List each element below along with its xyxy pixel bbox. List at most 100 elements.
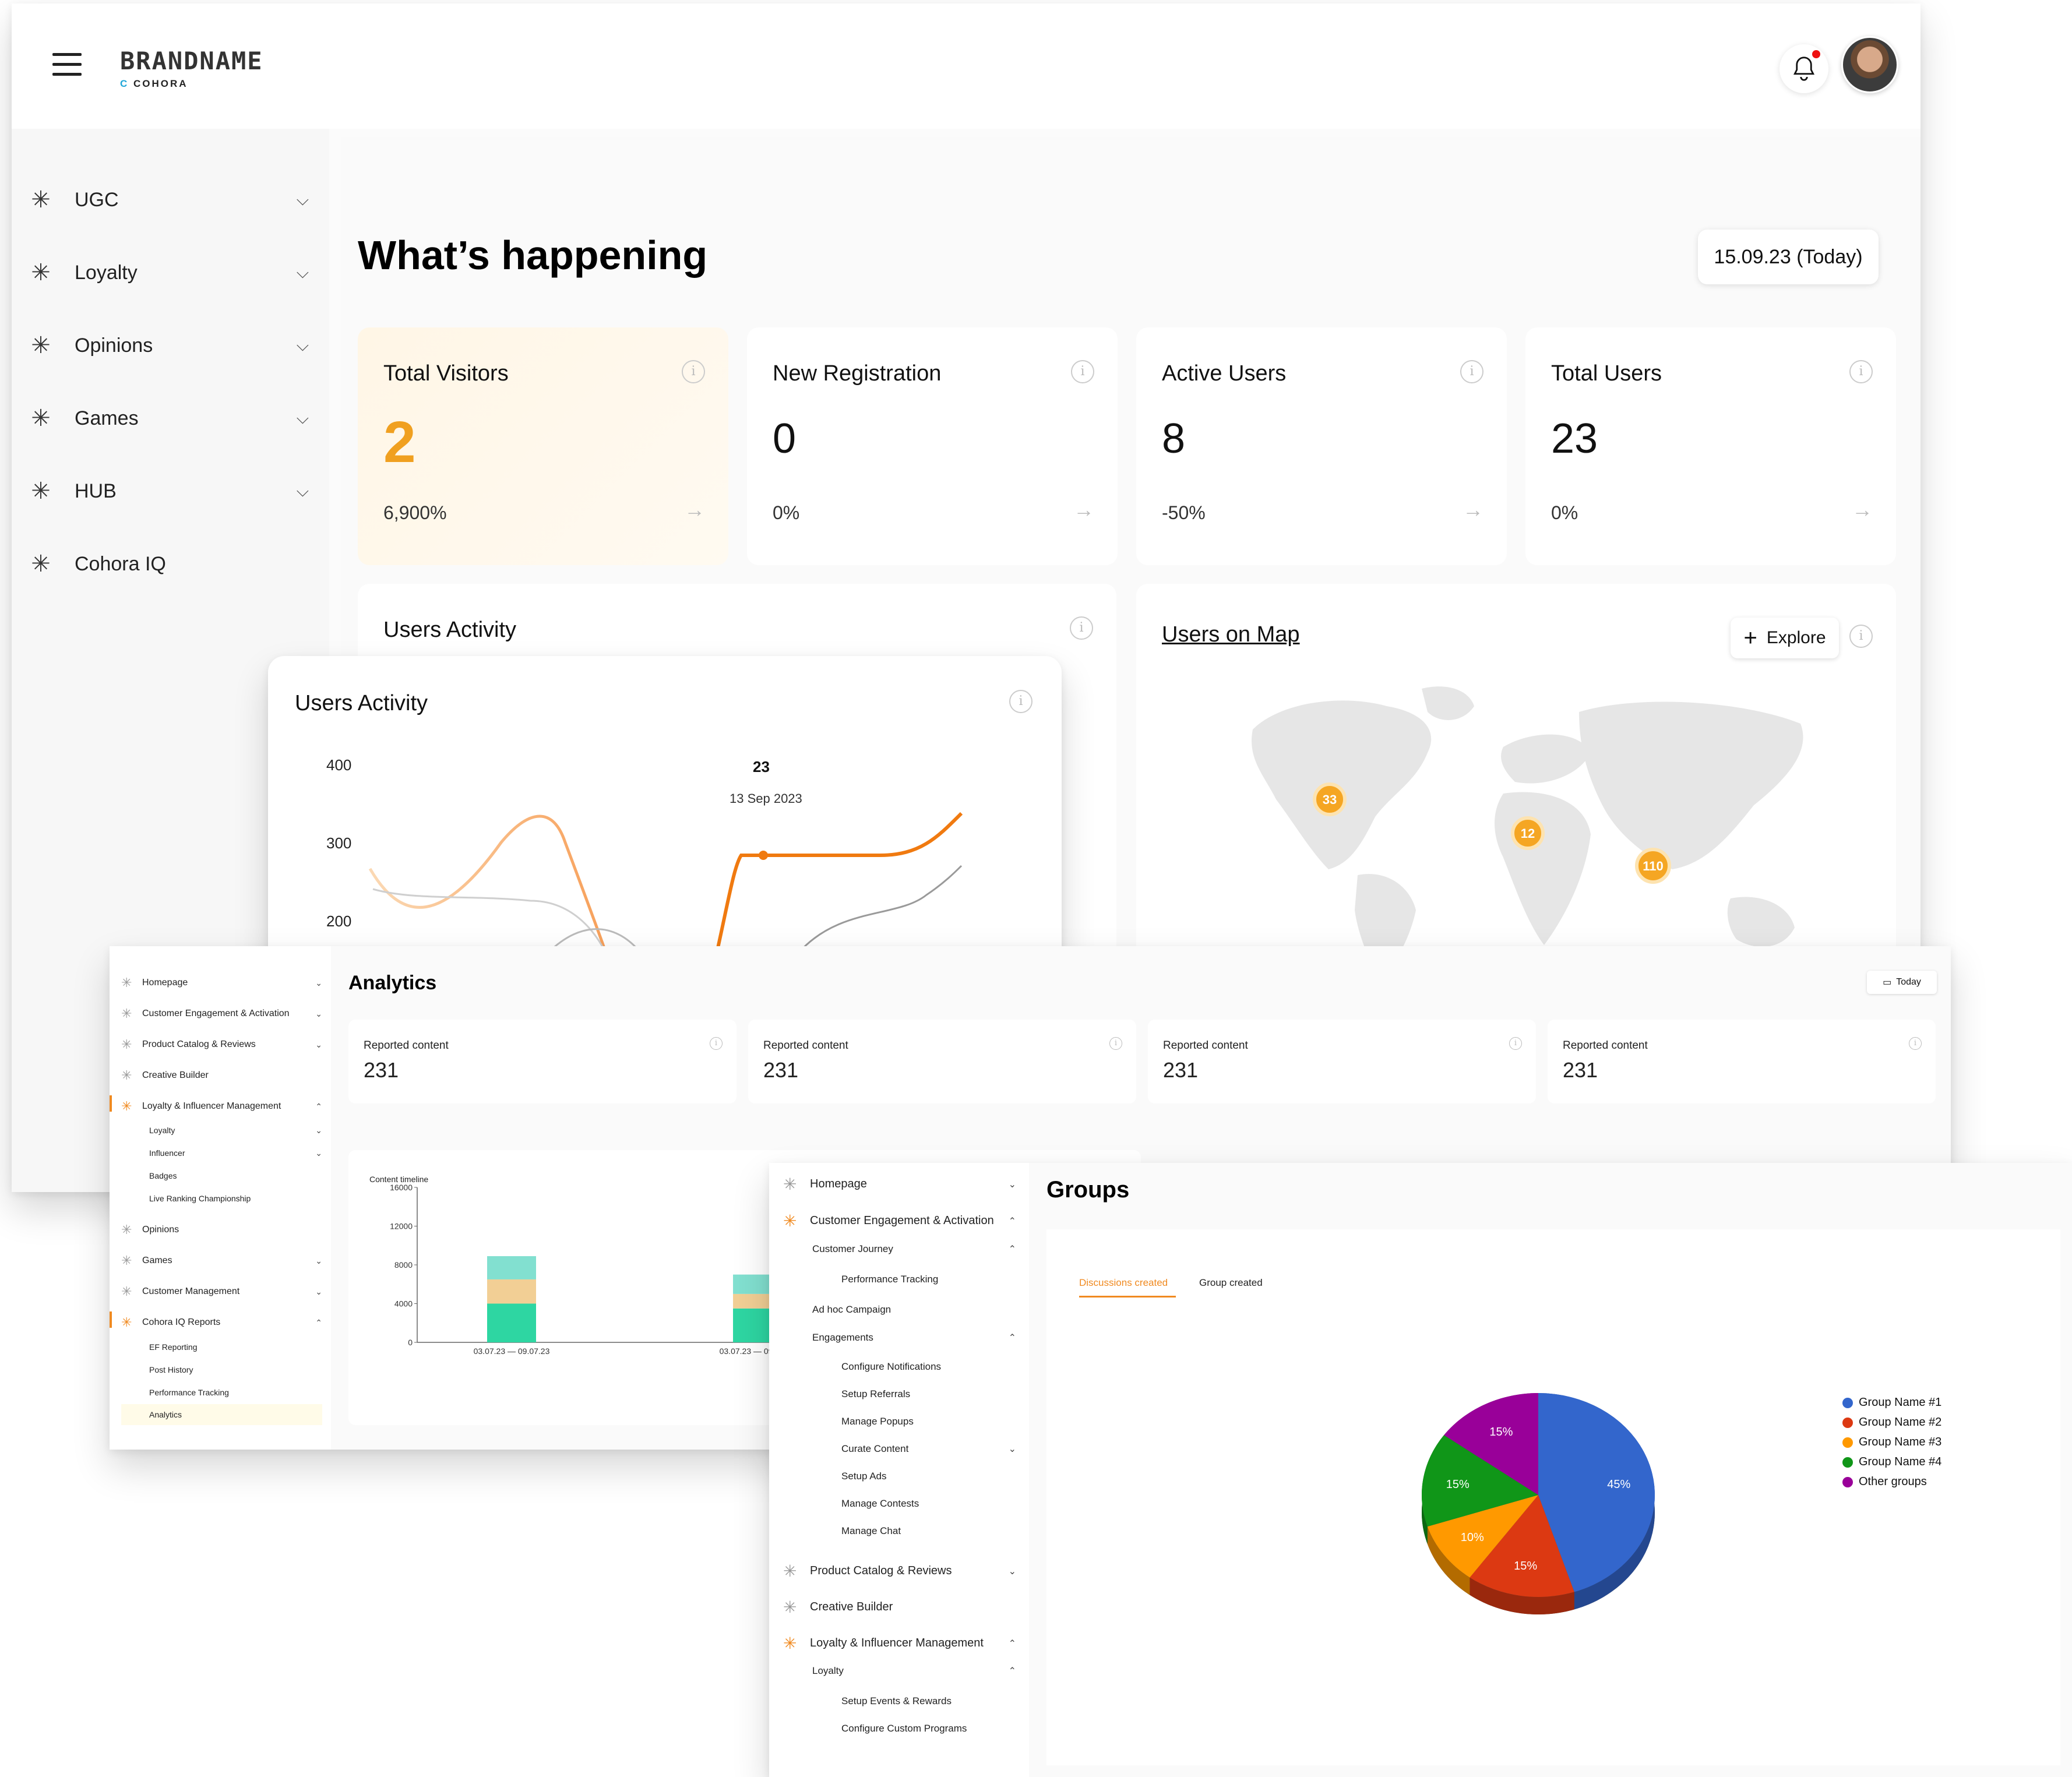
nav-analytics[interactable]: Analytics bbox=[149, 1410, 182, 1419]
groups-window: ✳ Homepage ⌄ ✳ Customer Engagement & Activa… bbox=[769, 1163, 2072, 1777]
pie-slice[interactable] bbox=[1444, 1393, 1538, 1495]
tooltip-point[interactable] bbox=[759, 851, 768, 860]
chevron-down-icon: ⌵ bbox=[296, 190, 309, 209]
stat-card-total-visitors[interactable]: Total Visitors i 2 6,900% → bbox=[358, 327, 728, 565]
info-icon[interactable]: i bbox=[1849, 360, 1873, 383]
nav-loyalty-influencer[interactable]: ✳ Loyalty & Influencer Management ⌃ bbox=[121, 1099, 322, 1113]
nav-games[interactable]: ✳ Games ⌄ bbox=[121, 1253, 322, 1268]
bar-segment[interactable] bbox=[487, 1256, 536, 1279]
arrow-right-icon[interactable]: → bbox=[1073, 498, 1094, 521]
reported-content-card[interactable]: Reported content i 231 bbox=[1548, 1020, 1936, 1103]
date-button[interactable]: 15.09.23 (Today) bbox=[1698, 230, 1879, 284]
stat-card-active-users[interactable]: Active Users i 8 -50% → bbox=[1136, 327, 1507, 565]
info-icon[interactable]: i bbox=[682, 360, 705, 383]
nav-curate-content[interactable]: Curate Content ⌄ bbox=[841, 1443, 1016, 1454]
explore-button[interactable]: + Explore bbox=[1731, 618, 1839, 658]
nav-performance-tracking[interactable]: Performance Tracking bbox=[149, 1388, 229, 1397]
nav-creative-builder[interactable]: ✳ Creative Builder bbox=[783, 1598, 893, 1616]
nav-creative-builder[interactable]: ✳ Creative Builder bbox=[121, 1068, 209, 1083]
nav-setup-events-rewards[interactable]: Setup Events & Rewards bbox=[841, 1695, 952, 1707]
sidebar-item-ugc[interactable]: ✳ UGC ⌵ bbox=[29, 182, 320, 217]
nav-loyalty[interactable]: Loyalty ⌄ bbox=[149, 1126, 322, 1135]
map-title-link[interactable]: Users on Map bbox=[1162, 622, 1300, 647]
groups-pie-chart: 45% 15% 10% 15% 15% bbox=[1422, 1393, 1655, 1614]
nav-influencer[interactable]: Influencer ⌄ bbox=[149, 1148, 322, 1158]
nav-opinions[interactable]: ✳ Opinions bbox=[121, 1222, 179, 1237]
pie-slice[interactable] bbox=[1422, 1435, 1538, 1527]
nav-ef-reporting[interactable]: EF Reporting bbox=[149, 1342, 198, 1352]
nav-configure-custom-programs[interactable]: Configure Custom Programs bbox=[841, 1723, 967, 1734]
info-icon[interactable]: i bbox=[710, 1037, 723, 1050]
pie-slice[interactable] bbox=[1538, 1393, 1655, 1592]
arrow-right-icon[interactable]: → bbox=[1463, 498, 1483, 521]
pie-slice[interactable] bbox=[1470, 1495, 1574, 1597]
nav-customer-engagement[interactable]: ✳ Customer Engagement & Activation ⌃ bbox=[783, 1212, 1016, 1230]
nav-live-ranking[interactable]: Live Ranking Championship bbox=[149, 1194, 251, 1203]
page-title: What’s happening bbox=[358, 232, 708, 278]
sidebar-item-games[interactable]: ✳ Games ⌵ bbox=[29, 401, 320, 436]
info-icon[interactable]: i bbox=[1460, 360, 1483, 383]
nav-ad-hoc-campaign[interactable]: Ad hoc Campaign bbox=[812, 1304, 891, 1315]
tab-group-created[interactable]: Group created bbox=[1199, 1277, 1263, 1288]
info-icon[interactable]: i bbox=[1849, 625, 1873, 648]
today-button[interactable]: ▭ Today bbox=[1867, 971, 1937, 994]
nav-manage-contests[interactable]: Manage Contests bbox=[841, 1498, 919, 1509]
info-icon[interactable]: i bbox=[1009, 690, 1033, 713]
nav-loyalty-influencer[interactable]: ✳ Loyalty & Influencer Management ⌃ bbox=[783, 1634, 1016, 1652]
sidebar-item-opinions[interactable]: ✳ Opinions ⌵ bbox=[29, 328, 320, 363]
legend-item[interactable]: Group Name #2 bbox=[1842, 1416, 1941, 1429]
info-icon[interactable]: i bbox=[1071, 360, 1094, 383]
menu-icon[interactable] bbox=[52, 53, 82, 76]
arrow-right-icon[interactable]: → bbox=[1852, 498, 1873, 521]
chevron-down-icon: ⌄ bbox=[315, 978, 322, 988]
reported-content-card[interactable]: Reported content i 231 bbox=[748, 1020, 1136, 1103]
tab-discussions-created[interactable]: Discussions created bbox=[1079, 1277, 1168, 1288]
stat-card-total-users[interactable]: Total Users i 23 0% → bbox=[1525, 327, 1896, 565]
nav-product-catalog[interactable]: ✳ Product Catalog & Reviews ⌄ bbox=[783, 1562, 1016, 1580]
nav-configure-notifications[interactable]: Configure Notifications bbox=[841, 1361, 942, 1372]
legend-item[interactable]: Group Name #3 bbox=[1842, 1436, 1941, 1449]
nav-engagements[interactable]: Engagements ⌃ bbox=[812, 1332, 1016, 1343]
nav-homepage[interactable]: ✳ Homepage ⌄ bbox=[121, 975, 322, 990]
bar-segment[interactable] bbox=[487, 1303, 536, 1343]
nav-homepage[interactable]: ✳ Homepage ⌄ bbox=[783, 1175, 1016, 1193]
nav-badges[interactable]: Badges bbox=[149, 1171, 177, 1180]
continent-asia bbox=[1579, 701, 1803, 869]
world-map[interactable]: 33 12 110 bbox=[1229, 677, 1835, 980]
info-icon[interactable]: i bbox=[1509, 1037, 1522, 1050]
y-tick-label: 0 bbox=[408, 1338, 413, 1347]
legend-item[interactable]: Group Name #4 bbox=[1842, 1455, 1941, 1469]
nav-manage-popups[interactable]: Manage Popups bbox=[841, 1416, 914, 1427]
reported-content-card[interactable]: Reported content i 231 bbox=[348, 1020, 737, 1103]
nav-loyalty[interactable]: Loyalty ⌃ bbox=[812, 1665, 1016, 1676]
reported-content-card[interactable]: Reported content i 231 bbox=[1148, 1020, 1536, 1103]
bar-segment[interactable] bbox=[487, 1279, 536, 1304]
sidebar-item-hub[interactable]: ✳ HUB ⌵ bbox=[29, 474, 320, 509]
nav-setup-ads[interactable]: Setup Ads bbox=[841, 1471, 887, 1482]
arrow-right-icon[interactable]: → bbox=[684, 498, 705, 521]
nav-manage-chat[interactable]: Manage Chat bbox=[841, 1525, 901, 1536]
nav-post-history[interactable]: Post History bbox=[149, 1365, 193, 1374]
nav-setup-referrals[interactable]: Setup Referrals bbox=[841, 1388, 911, 1399]
nav-customer-journey[interactable]: Customer Journey ⌃ bbox=[812, 1243, 1016, 1254]
map-marker-110[interactable]: 110 bbox=[1635, 848, 1671, 884]
nav-customer-management[interactable]: ✳ Customer Management ⌄ bbox=[121, 1284, 322, 1299]
nav-performance-tracking[interactable]: Performance Tracking bbox=[841, 1274, 939, 1285]
legend-item[interactable]: Group Name #1 bbox=[1842, 1396, 1941, 1409]
info-icon[interactable]: i bbox=[1070, 616, 1093, 640]
sidebar-item-loyalty[interactable]: ✳ Loyalty ⌵ bbox=[29, 255, 320, 290]
info-icon[interactable]: i bbox=[1109, 1037, 1122, 1050]
pie-slice[interactable] bbox=[1427, 1495, 1538, 1578]
info-icon[interactable]: i bbox=[1909, 1037, 1922, 1050]
map-marker-33[interactable]: 33 bbox=[1313, 782, 1347, 816]
nav-customer-engagement[interactable]: ✳ Customer Engagement & Activation ⌄ bbox=[121, 1006, 322, 1021]
map-marker-12[interactable]: 12 bbox=[1511, 816, 1545, 850]
notification-button[interactable] bbox=[1779, 44, 1828, 93]
tab-underline bbox=[1079, 1296, 1176, 1298]
sidebar-item-cohora-iq[interactable]: ✳ Cohora IQ bbox=[29, 547, 320, 581]
stat-card-new-registration[interactable]: New Registration i 0 0% → bbox=[747, 327, 1118, 565]
avatar[interactable] bbox=[1841, 36, 1898, 93]
nav-cohora-iq-reports[interactable]: ✳ Cohora IQ Reports ⌃ bbox=[121, 1315, 322, 1330]
legend-item[interactable]: Other groups bbox=[1842, 1475, 1927, 1489]
nav-product-catalog[interactable]: ✳ Product Catalog & Reviews ⌄ bbox=[121, 1037, 322, 1052]
